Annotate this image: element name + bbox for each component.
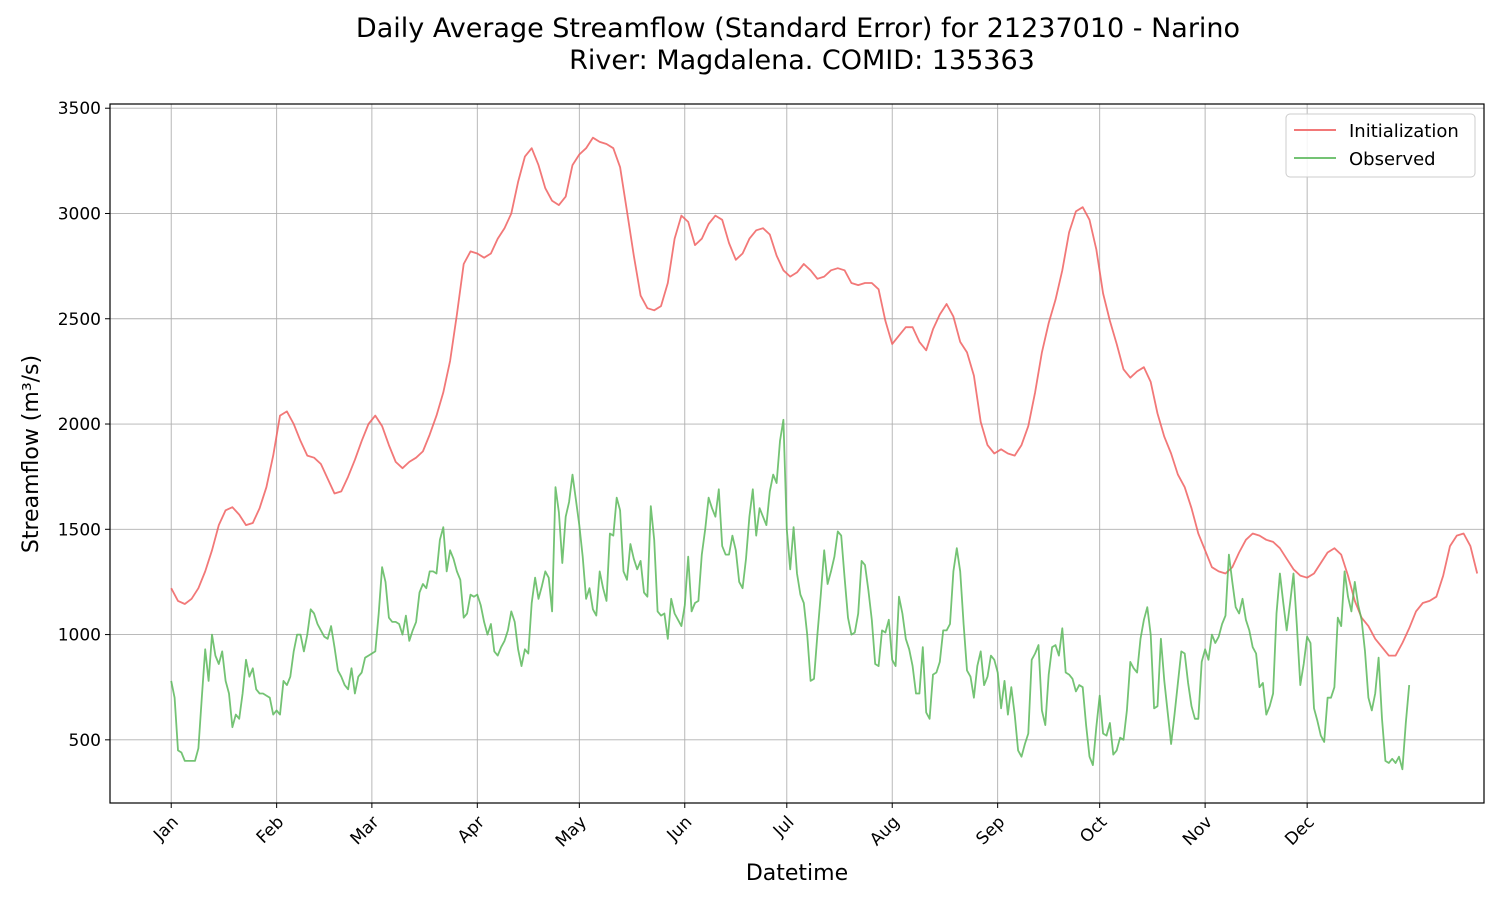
- chart-subtitle: River: Magdalena. COMID: 135363: [569, 45, 1035, 76]
- x-tick-label: Jan: [149, 812, 182, 845]
- legend-label-initialization: Initialization: [1349, 121, 1459, 142]
- x-tick-label: Jun: [663, 812, 697, 846]
- x-tick-label: Jul: [769, 812, 798, 841]
- y-tick-label: 3000: [58, 204, 101, 224]
- legend: Initialization Observed: [1285, 113, 1476, 178]
- x-tick-label: Sep: [972, 812, 1009, 849]
- x-axis-label: Datetime: [746, 861, 848, 886]
- x-tick-label: Oct: [1076, 812, 1111, 847]
- x-tick-label: Apr: [454, 812, 489, 847]
- x-tick-label: Mar: [347, 812, 384, 849]
- y-tick-label: 1500: [58, 520, 101, 540]
- series-line-observed: [170, 418, 1411, 771]
- x-tick-label: Nov: [1179, 812, 1217, 850]
- y-tick-label: 2000: [58, 415, 101, 435]
- y-tick-label: 2500: [58, 310, 101, 330]
- series-line-initialization: [170, 136, 1479, 657]
- chart-title: Daily Average Streamflow (Standard Error…: [356, 13, 1240, 44]
- plot-frame: [109, 103, 1485, 804]
- x-tick-label: Feb: [253, 812, 288, 847]
- series-lines: [170, 136, 1479, 771]
- y-tick-label: 1000: [58, 626, 101, 646]
- gridlines: [110, 104, 1484, 803]
- y-tick-label: 3500: [58, 99, 101, 119]
- x-tick-label: Aug: [866, 812, 904, 850]
- x-tick-label: May: [552, 812, 591, 851]
- x-axis-ticks: Jan Feb Mar Apr May Jun Jul Aug Sep Oct Nov Dec: [149, 803, 1319, 851]
- y-axis-ticks: 500 1000 1500 2000 2500 3000 3500: [58, 99, 110, 751]
- y-axis-label: Streamflow (m³/s): [19, 355, 44, 553]
- legend-label-observed: Observed: [1349, 149, 1436, 170]
- x-tick-label: Dec: [1281, 812, 1318, 849]
- y-tick-label: 500: [69, 731, 101, 751]
